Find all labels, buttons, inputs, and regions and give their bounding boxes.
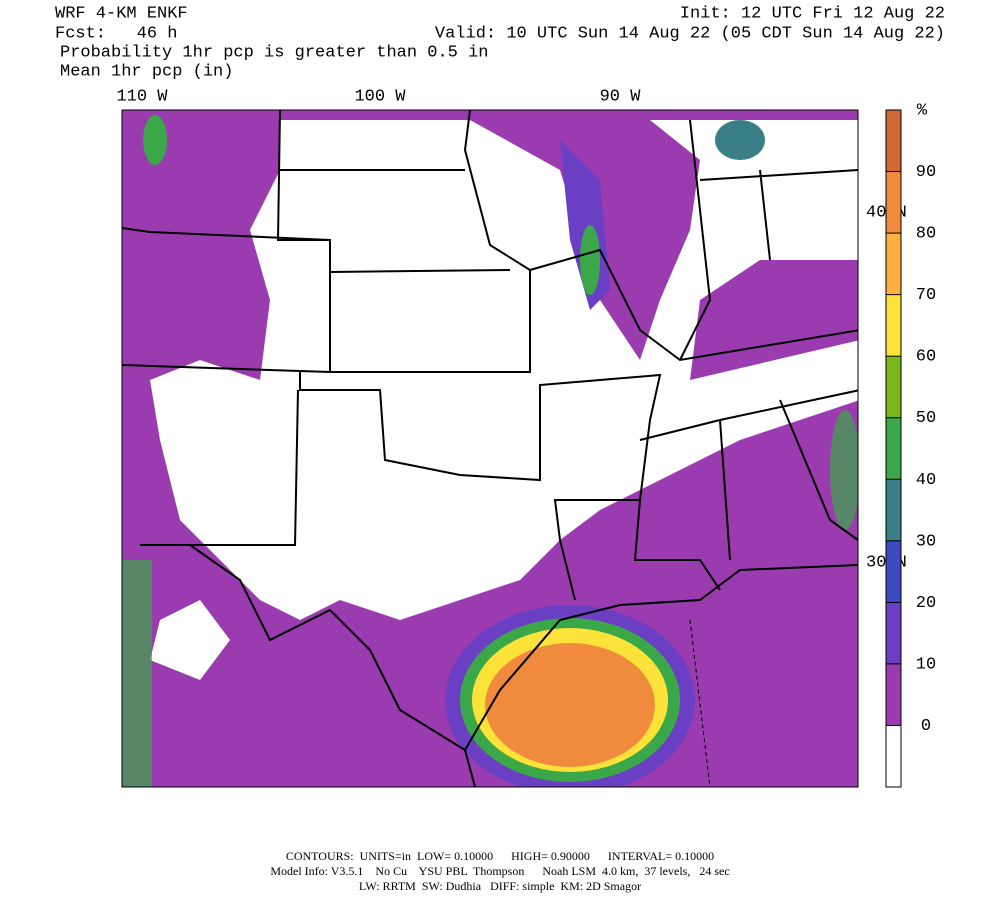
colorbar-band [886, 294, 901, 357]
storm-band [580, 225, 600, 295]
lon-label: 110 W [116, 87, 168, 106]
lon-label: 90 W [600, 87, 642, 106]
lon-label: 100 W [354, 87, 406, 106]
colorbar-band [886, 171, 901, 234]
colorbar-tick-label: 30 [916, 532, 936, 551]
colorbar-band [886, 663, 901, 726]
footer-model: Model Info: V3.5.1 No Cu YSU PBL Thompso… [270, 864, 729, 878]
colorbar-band [886, 540, 901, 603]
footer-physics: LW: RRTM SW: Dudhia DIFF: simple KM: 2D … [359, 879, 641, 893]
colorbar-frame [885, 109, 902, 788]
colorbar-band [886, 356, 901, 418]
colorbar: 0 10 20 30 40 50 60 70 80 90 [885, 109, 936, 788]
colorbar-tick-label: 50 [916, 409, 936, 428]
north-rain [715, 120, 765, 160]
dry-area [150, 600, 230, 680]
dry-area [150, 120, 858, 620]
forecast-hour: Fcst: 46 h [55, 24, 177, 43]
field-title: Probability 1hr pcp is greater than 0.5 … [60, 43, 488, 62]
colorbar-band [886, 725, 901, 787]
border [122, 169, 662, 601]
colorbar-band [886, 417, 901, 480]
colorbar-tick-label: 80 [916, 225, 936, 244]
east-rain [830, 410, 858, 530]
colorbar-band [886, 110, 901, 172]
colorbar-tick-label: 10 [916, 655, 936, 674]
valid-time: Valid: 10 UTC Sun 14 Aug 22 (05 CDT Sun … [435, 24, 945, 43]
border [276, 110, 531, 373]
map-field [122, 110, 858, 787]
colorbar-band [886, 233, 901, 295]
colorbar-unit: % [917, 101, 928, 120]
colorbar-tick-label: 40 [916, 471, 936, 490]
map-frame [121, 109, 859, 788]
colorbar-tick-label: 60 [916, 348, 936, 367]
colorbar-band [886, 479, 901, 541]
boundary [689, 619, 711, 787]
init-time: Init: 12 UTC Fri 12 Aug 22 [680, 4, 945, 23]
west-rain [122, 560, 152, 787]
field-subtitle: Mean 1hr pcp (in) [60, 62, 233, 81]
colorbar-tick-label: 70 [916, 286, 936, 305]
state-borders [122, 110, 858, 787]
border [140, 389, 858, 787]
model-title: WRF 4-KM ENKF [55, 4, 188, 23]
west-rain [143, 115, 167, 165]
colorbar-tick-label: 20 [916, 594, 936, 613]
colorbar-band [886, 602, 901, 664]
colorbar-tick-label: 90 [916, 163, 936, 182]
footer-contours: CONTOURS: UNITS=in LOW= 0.10000 HIGH= 0.… [286, 849, 714, 863]
border [529, 119, 858, 591]
gulf-rain [485, 643, 655, 767]
colorbar-tick-label: 0 [921, 717, 931, 736]
